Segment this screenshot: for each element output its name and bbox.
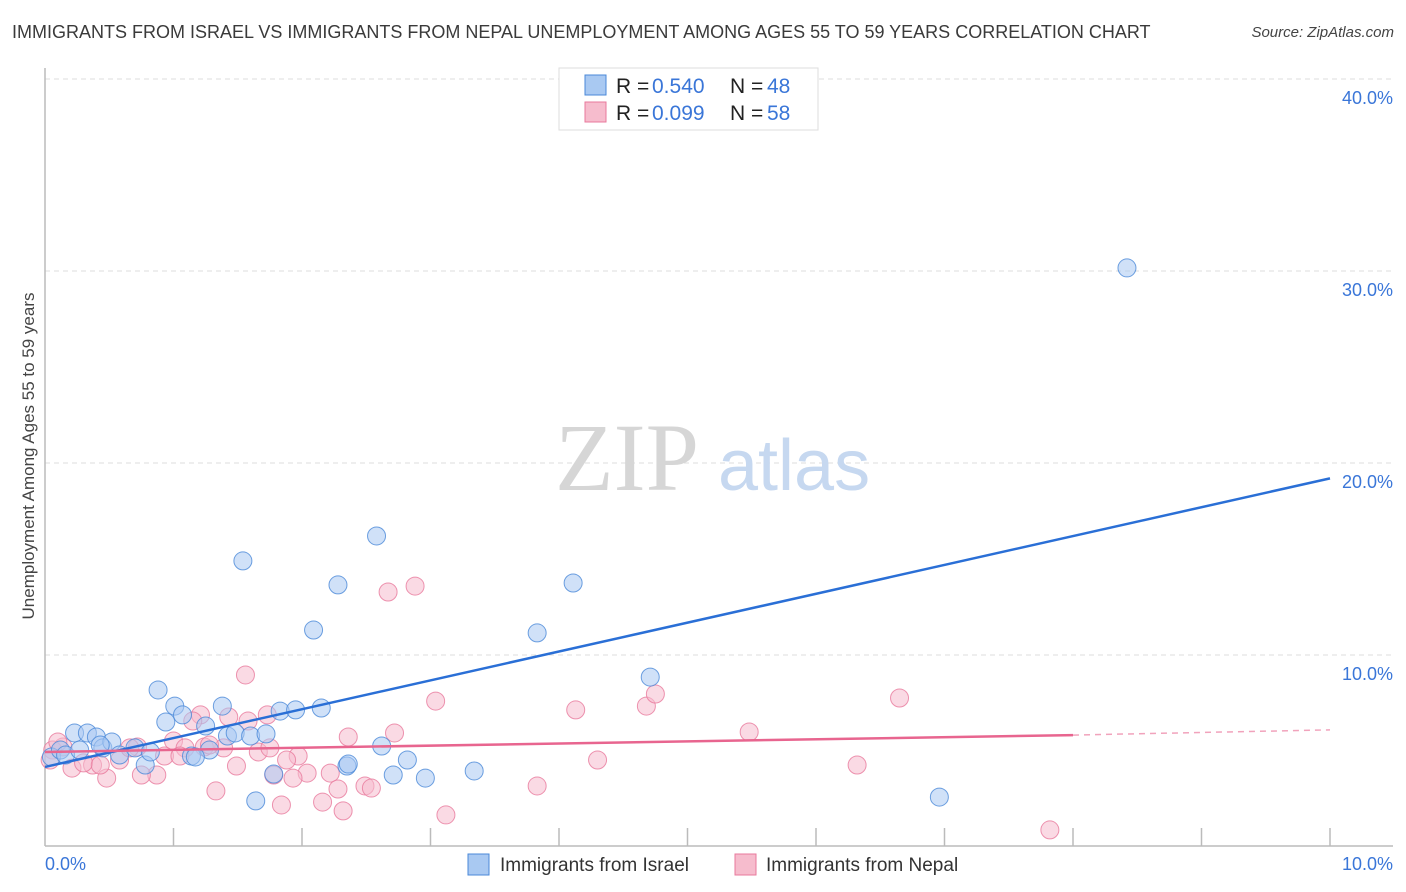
point-nepal — [226, 756, 246, 776]
point-nepal — [588, 750, 608, 770]
trendline-nepal — [44, 733, 1074, 754]
watermark-atlas: atlas — [718, 426, 870, 506]
point-nepal — [426, 691, 446, 711]
point-nepal — [333, 801, 353, 821]
point-israel — [563, 573, 583, 593]
point-israel — [929, 787, 949, 807]
point-israel — [415, 768, 435, 788]
point-israel — [328, 575, 348, 595]
points — [40, 258, 1137, 840]
point-israel — [304, 620, 324, 640]
point-nepal — [1040, 820, 1060, 840]
point-israel — [367, 526, 387, 546]
n-label: N = — [730, 75, 763, 98]
legend-israel-label: Immigrants from Israel — [500, 855, 689, 876]
point-nepal — [566, 700, 586, 720]
y-tick-label: 40.0% — [1342, 88, 1393, 108]
point-nepal — [739, 722, 759, 742]
series-legend: Immigrants from Israel Immigrants from N… — [467, 853, 958, 876]
point-israel — [527, 623, 547, 643]
point-nepal — [206, 781, 226, 801]
y-tick-label: 20.0% — [1342, 472, 1393, 492]
nepal-swatch — [584, 101, 607, 123]
x-tick-label-min: 0.0% — [45, 854, 86, 874]
point-israel — [185, 747, 205, 767]
point-israel — [464, 761, 484, 781]
watermark-zip: ZIP — [555, 404, 699, 511]
y-tick-label: 10.0% — [1342, 664, 1393, 684]
point-israel — [233, 551, 253, 571]
point-israel — [212, 696, 232, 716]
point-nepal — [890, 688, 910, 708]
point-nepal — [378, 582, 398, 602]
axes — [44, 68, 1393, 847]
point-nepal — [405, 576, 425, 596]
y-axis-label: Unemployment Among Ages 55 to 59 years — [19, 293, 38, 620]
n-value-israel: 48 — [767, 75, 790, 98]
point-nepal — [361, 778, 381, 798]
point-israel — [172, 705, 192, 725]
point-israel — [1117, 258, 1137, 278]
point-israel — [311, 698, 331, 718]
point-nepal — [527, 776, 547, 796]
stats-legend: R = 0.540 N = 48 R = 0.099 N = 58 — [558, 67, 819, 131]
trendline-extension-nepal — [1072, 729, 1331, 736]
trendline-israel — [44, 477, 1331, 769]
point-israel — [397, 750, 417, 770]
point-nepal — [436, 805, 456, 825]
point-israel — [640, 667, 660, 687]
chart-title: IMMIGRANTS FROM ISRAEL VS IMMIGRANTS FRO… — [12, 22, 1151, 42]
legend-israel-swatch — [467, 853, 490, 876]
source-label: Source: ZipAtlas.com — [1251, 24, 1394, 41]
point-nepal — [328, 779, 348, 799]
r-value-nepal: 0.099 — [652, 102, 705, 125]
trendlines — [44, 477, 1331, 769]
point-nepal — [385, 723, 405, 743]
point-israel — [246, 791, 266, 811]
n-label: N = — [730, 102, 763, 125]
legend-nepal-swatch — [734, 853, 757, 876]
point-israel — [338, 754, 358, 774]
y-tick-label: 30.0% — [1342, 280, 1393, 300]
point-nepal — [320, 763, 340, 783]
r-label: R = — [616, 75, 649, 98]
point-nepal — [338, 727, 358, 747]
point-israel — [148, 680, 168, 700]
point-nepal — [283, 768, 303, 788]
x-tick-label-max: 10.0% — [1342, 854, 1393, 874]
point-nepal — [235, 665, 255, 685]
r-value-israel: 0.540 — [652, 75, 705, 98]
legend-nepal-label: Immigrants from Nepal — [766, 855, 958, 876]
point-nepal — [313, 792, 333, 812]
n-value-nepal: 58 — [767, 102, 790, 125]
israel-swatch — [584, 74, 607, 96]
point-israel — [156, 712, 176, 732]
point-nepal — [277, 750, 297, 770]
point-nepal — [90, 755, 110, 775]
point-nepal — [271, 795, 291, 815]
point-israel — [383, 765, 403, 785]
r-label: R = — [616, 102, 649, 125]
point-israel — [256, 724, 276, 744]
point-israel — [264, 764, 284, 784]
point-nepal — [645, 684, 665, 704]
point-nepal — [847, 755, 867, 775]
